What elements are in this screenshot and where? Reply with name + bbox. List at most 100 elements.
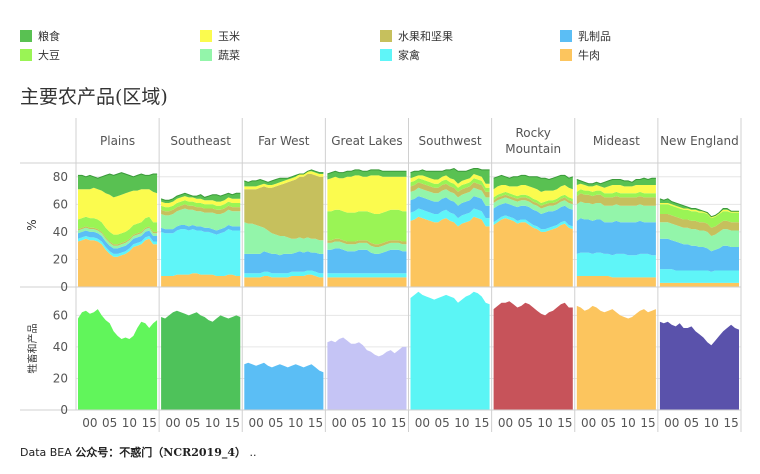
stacked-area-segment [410,187,490,206]
x-tick-label: 10 [704,416,719,430]
stacked-area-segment [659,222,739,252]
region-area [410,291,490,410]
chart-title: 主要农产品(区域) [20,86,168,108]
stacked-area-segment [576,252,656,278]
stacked-area-segment [161,193,241,203]
stacked-area-segment [493,218,573,287]
y-tick-label: 60 [53,197,68,211]
stack-top-line [659,198,739,218]
stacked-area-segment [493,203,573,230]
legend-item: 大豆 [20,47,60,63]
stacked-area-segment [576,276,656,287]
stacked-area-segment [78,187,158,235]
stacked-area-segment [576,218,656,256]
legend-label: 蔬菜 [218,49,240,62]
region-header: Mountain [505,142,561,156]
x-tick-label: 00 [165,416,180,430]
region-area [244,362,324,410]
legend-swatch [20,49,32,61]
stacked-area-segment [576,189,656,198]
region-header: New England [660,134,739,148]
stacked-area-segment [78,216,158,245]
stacked-area-segment [493,175,573,192]
region-area [327,337,407,410]
stacked-area-segment [78,230,158,254]
x-tick-label: 05 [435,416,450,430]
region-header: Great Lakes [331,134,402,148]
legend-item: 牛肉 [560,47,600,63]
legend-item: 家禽 [380,47,420,63]
legend-swatch [200,49,212,61]
stacked-area-segment [78,236,158,257]
x-tick-label: 15 [391,416,406,430]
stacked-area-segment [327,175,407,214]
stacked-area-segment [410,168,490,184]
x-tick-label: 10 [537,416,552,430]
legend-label: 水果和坚果 [398,30,453,43]
stacked-area-segment [327,209,407,245]
legend-label: 玉米 [218,30,240,43]
y-axis-title: 牲畜和产品 [26,324,39,374]
region-area [161,310,241,410]
stacked-area-segment [659,238,739,272]
stack-top-line [160,192,241,201]
stacked-area-segment [659,203,739,219]
region-area [576,305,656,410]
stacked-area-segment [327,241,407,254]
x-tick-label: 05 [102,416,117,430]
y-axis-title: % [25,219,39,230]
stacked-area-segment [244,222,324,256]
stacked-area-segment [576,201,656,223]
legend-label: 大豆 [38,49,60,62]
x-tick-label: 05 [684,416,699,430]
legend-label: 乳制品 [578,30,611,43]
x-tick-label: 15 [640,416,655,430]
stacked-area-segment [576,178,656,188]
stacked-area-segment [327,273,407,278]
chart-legend: 粮食 玉米 水果和坚果 乳制品大豆 蔬菜 家禽 牛肉 [20,28,740,68]
y-tick-label: 20 [53,252,68,266]
region-header: Southwest [419,134,482,148]
legend-swatch [380,49,392,61]
legend-item: 玉米 [200,28,240,44]
footer: Data BEA 公众号：不惑门（NCR2019_4） .. [20,444,257,460]
x-tick-label: 00 [498,416,513,430]
x-tick-label: 00 [332,416,347,430]
stacked-area-segment [493,215,573,232]
stacked-area-segment [327,169,407,180]
stacked-area-segment [576,183,656,194]
y-tick-label: 60 [53,308,68,322]
region-header: Southeast [170,134,231,148]
stacked-area-segment [161,196,241,208]
stacked-area-segment [659,198,739,217]
region-header: Rocky [516,126,551,140]
x-tick-label: 10 [454,416,469,430]
stacked-area-segment [659,214,739,236]
legend-item: 蔬菜 [200,47,240,63]
legend-item: 粮食 [20,28,60,44]
stacked-area-segment [410,196,490,219]
stacked-area-segment [78,172,158,198]
legend-label: 家禽 [398,49,420,62]
stacked-area-segment [327,248,407,274]
x-tick-label: 15 [557,416,572,430]
stacked-area-segment [493,191,573,206]
legend-item: 乳制品 [560,28,611,44]
x-tick-label: 15 [723,416,738,430]
stacked-area-segment [410,182,490,198]
stacked-area-segment [244,270,324,278]
stacked-area-segment [327,277,407,287]
x-tick-label: 15 [474,416,489,430]
stacked-area-segment [327,238,407,247]
stack-top-line [576,177,656,185]
stacked-area-segment [244,171,324,190]
stacked-area-segment [659,282,739,287]
region-area [78,309,158,410]
x-tick-label: 00 [248,416,263,430]
stacked-area-segment [659,204,739,228]
x-tick-label: 15 [308,416,323,430]
footer-source: Data BEA [20,446,72,459]
stacked-area-segment [493,197,573,214]
x-tick-label: 15 [225,416,240,430]
